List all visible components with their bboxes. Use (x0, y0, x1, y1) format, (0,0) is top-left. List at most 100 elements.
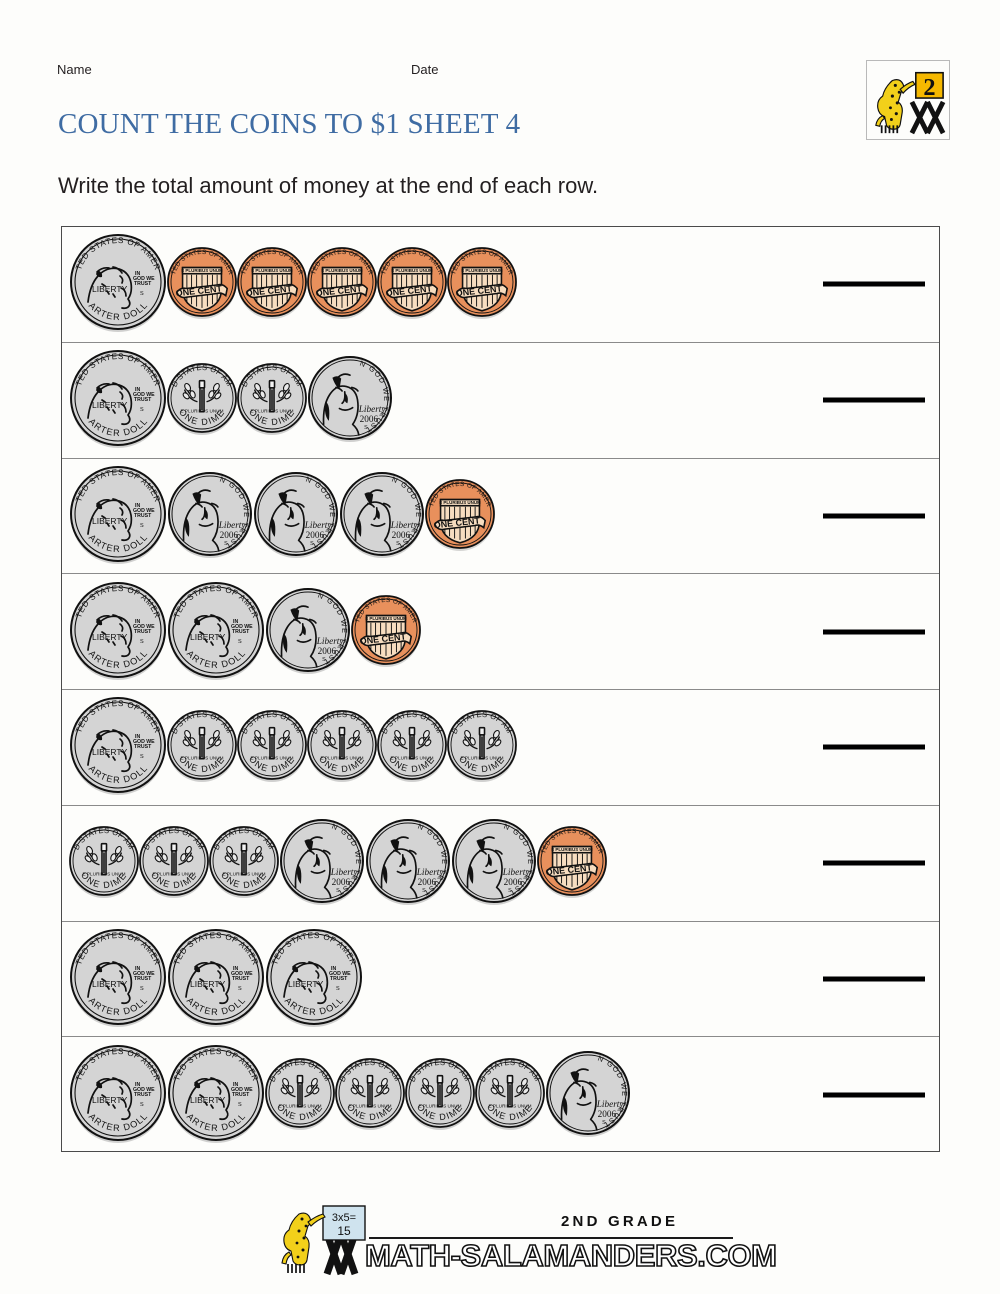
penny-coin: UNITED STATES OF AMERICA E PLURIBUS UNUM… (350, 594, 422, 670)
penny-coin: UNITED STATES OF AMERICA E PLURIBUS UNUM… (166, 246, 238, 322)
svg-text:TRUST: TRUST (134, 629, 152, 635)
quarter-coin: UNITED STATES OF AMERICA QUARTER DOLLAR … (68, 348, 168, 452)
svg-text:GOD WE: GOD WE (329, 971, 351, 977)
svg-text:Liberty: Liberty (330, 867, 359, 877)
footer: 3x5= 15 (0, 1196, 1000, 1280)
svg-text:S: S (602, 1120, 606, 1126)
svg-text:E PLURIBUS UNUM: E PLURIBUS UNUM (181, 756, 224, 761)
svg-text:Liberty: Liberty (596, 1099, 625, 1109)
svg-text:E PLURIBUS UNUM: E PLURIBUS UNUM (365, 616, 407, 621)
quarter-coin: UNITED STATES OF AMERICA QUARTER DOLLAR … (68, 927, 168, 1031)
dime-coin: UNITED STATES OF AMERICA ONE DIME E PLUR… (376, 709, 448, 785)
svg-text:IN: IN (233, 619, 238, 625)
svg-text:S: S (336, 888, 340, 894)
nickel-coin: IN GOD WE TRUST Liberty 2006 S (278, 817, 366, 909)
quarter-coin: UNITED STATES OF AMERICA QUARTER DOLLAR … (68, 695, 168, 799)
svg-text:E PLURIBUS UNUM: E PLURIBUS UNUM (489, 1104, 532, 1109)
svg-text:Liberty: Liberty (416, 867, 445, 877)
svg-text:GOD WE: GOD WE (231, 971, 253, 977)
svg-text:E PLURIBUS UNUM: E PLURIBUS UNUM (551, 847, 593, 852)
dime-coin: UNITED STATES OF AMERICA ONE DIME E PLUR… (404, 1057, 476, 1133)
table-row: UNITED STATES OF AMERICA QUARTER DOLLAR … (62, 922, 939, 1038)
salamander-chalkboard-logo-icon: 3x5= 15 (279, 1200, 397, 1278)
svg-text:IN: IN (135, 734, 140, 740)
svg-text:ONE CENT: ONE CENT (359, 631, 407, 646)
coin-row-7-coins: UNITED STATES OF AMERICA QUARTER DOLLAR … (68, 922, 362, 1037)
answer-blank-8[interactable] (823, 1092, 925, 1098)
svg-text:GOD WE: GOD WE (133, 624, 155, 630)
svg-text:S: S (224, 541, 228, 547)
answer-blank-1[interactable] (823, 281, 925, 287)
svg-text:15: 15 (337, 1224, 351, 1238)
svg-text:E PLURIBUS UNUM: E PLURIBUS UNUM (251, 756, 294, 761)
svg-text:IN: IN (135, 619, 140, 625)
svg-text:IN: IN (135, 271, 140, 277)
svg-text:Liberty: Liberty (390, 520, 419, 530)
answer-blank-7[interactable] (823, 976, 925, 982)
svg-text:TRUST: TRUST (232, 976, 250, 982)
dime-coin: UNITED STATES OF AMERICA ONE DIME E PLUR… (138, 825, 210, 901)
svg-text:E PLURIBUS UNUM: E PLURIBUS UNUM (279, 1104, 322, 1109)
quarter-coin: UNITED STATES OF AMERICA QUARTER DOLLAR … (68, 580, 168, 684)
svg-text:LIBERTY: LIBERTY (190, 632, 226, 642)
svg-text:TRUST: TRUST (232, 629, 250, 635)
svg-text:S: S (140, 407, 144, 413)
quarter-coin: UNITED STATES OF AMERICA QUARTER DOLLAR … (166, 1043, 266, 1147)
svg-text:GOD WE: GOD WE (231, 624, 253, 630)
svg-text:TRUST: TRUST (232, 1092, 250, 1098)
svg-text:LIBERTY: LIBERTY (190, 979, 226, 989)
svg-text:S: S (422, 888, 426, 894)
answer-blank-5[interactable] (823, 744, 925, 750)
svg-text:LIBERTY: LIBERTY (92, 1095, 128, 1105)
svg-text:GOD WE: GOD WE (133, 276, 155, 282)
svg-text:E PLURIBUS UNUM: E PLURIBUS UNUM (439, 500, 481, 505)
svg-text:TRUST: TRUST (134, 397, 152, 403)
answer-blank-4[interactable] (823, 629, 925, 635)
answer-blank-3[interactable] (823, 513, 925, 519)
nickel-coin: IN GOD WE TRUST Liberty 2006 S (306, 354, 394, 446)
svg-text:LIBERTY: LIBERTY (288, 979, 324, 989)
svg-text:E PLURIBUS UNUM: E PLURIBUS UNUM (461, 756, 504, 761)
table-row: UNITED STATES OF AMERICA QUARTER DOLLAR … (62, 227, 939, 343)
svg-text:IN: IN (135, 1082, 140, 1088)
svg-text:GOD WE: GOD WE (133, 739, 155, 745)
answer-blank-6[interactable] (823, 860, 925, 866)
svg-text:GOD WE: GOD WE (133, 971, 155, 977)
svg-text:E PLURIBUS UNUM: E PLURIBUS UNUM (181, 268, 223, 273)
coin-row-5-coins: UNITED STATES OF AMERICA QUARTER DOLLAR … (68, 690, 518, 805)
svg-text:GOD WE: GOD WE (133, 392, 155, 398)
coin-row-1-coins: UNITED STATES OF AMERICA QUARTER DOLLAR … (68, 227, 518, 342)
coin-row-6-coins: UNITED STATES OF AMERICA ONE DIME E PLUR… (68, 806, 607, 921)
nickel-coin: IN GOD WE TRUST Liberty 2006 S (264, 586, 352, 678)
table-row: UNITED STATES OF AMERICA QUARTER DOLLAR … (62, 343, 939, 459)
nickel-coin: IN GOD WE TRUST Liberty 2006 S (450, 817, 538, 909)
penny-coin: UNITED STATES OF AMERICA E PLURIBUS UNUM… (236, 246, 308, 322)
svg-text:E PLURIBUS UNUM: E PLURIBUS UNUM (251, 268, 293, 273)
svg-text:ONE CENT: ONE CENT (545, 863, 593, 878)
svg-text:E PLURIBUS UNUM: E PLURIBUS UNUM (349, 1104, 392, 1109)
svg-text:TRUST: TRUST (330, 976, 348, 982)
dime-coin: UNITED STATES OF AMERICA ONE DIME E PLUR… (474, 1057, 546, 1133)
svg-text:3x5=: 3x5= (332, 1212, 356, 1224)
table-row: UNITED STATES OF AMERICA QUARTER DOLLAR … (62, 459, 939, 575)
table-row: UNITED STATES OF AMERICA QUARTER DOLLAR … (62, 1037, 939, 1153)
svg-text:LIBERTY: LIBERTY (190, 1095, 226, 1105)
dime-coin: UNITED STATES OF AMERICA ONE DIME E PLUR… (166, 709, 238, 785)
svg-text:S: S (310, 541, 314, 547)
dime-coin: UNITED STATES OF AMERICA ONE DIME E PLUR… (236, 362, 308, 438)
svg-text:IN: IN (331, 966, 336, 972)
coin-row-8-coins: UNITED STATES OF AMERICA QUARTER DOLLAR … (68, 1037, 630, 1153)
svg-text:2006: 2006 (598, 1109, 617, 1119)
svg-text:GOD WE: GOD WE (231, 1087, 253, 1093)
dime-coin: UNITED STATES OF AMERICA ONE DIME E PLUR… (446, 709, 518, 785)
page-title: COUNT THE COINS TO $1 SHEET 4 (58, 108, 521, 140)
svg-text:2006: 2006 (332, 877, 351, 887)
dime-coin: UNITED STATES OF AMERICA ONE DIME E PLUR… (166, 362, 238, 438)
nickel-coin: IN GOD WE TRUST Liberty 2006 S (252, 470, 340, 562)
footer-divider (369, 1237, 733, 1239)
svg-text:IN: IN (233, 966, 238, 972)
penny-coin: UNITED STATES OF AMERICA E PLURIBUS UNUM… (446, 246, 518, 322)
quarter-coin: UNITED STATES OF AMERICA QUARTER DOLLAR … (166, 927, 266, 1031)
answer-blank-2[interactable] (823, 397, 925, 403)
nickel-coin: IN GOD WE TRUST Liberty 2006 S (544, 1049, 632, 1141)
